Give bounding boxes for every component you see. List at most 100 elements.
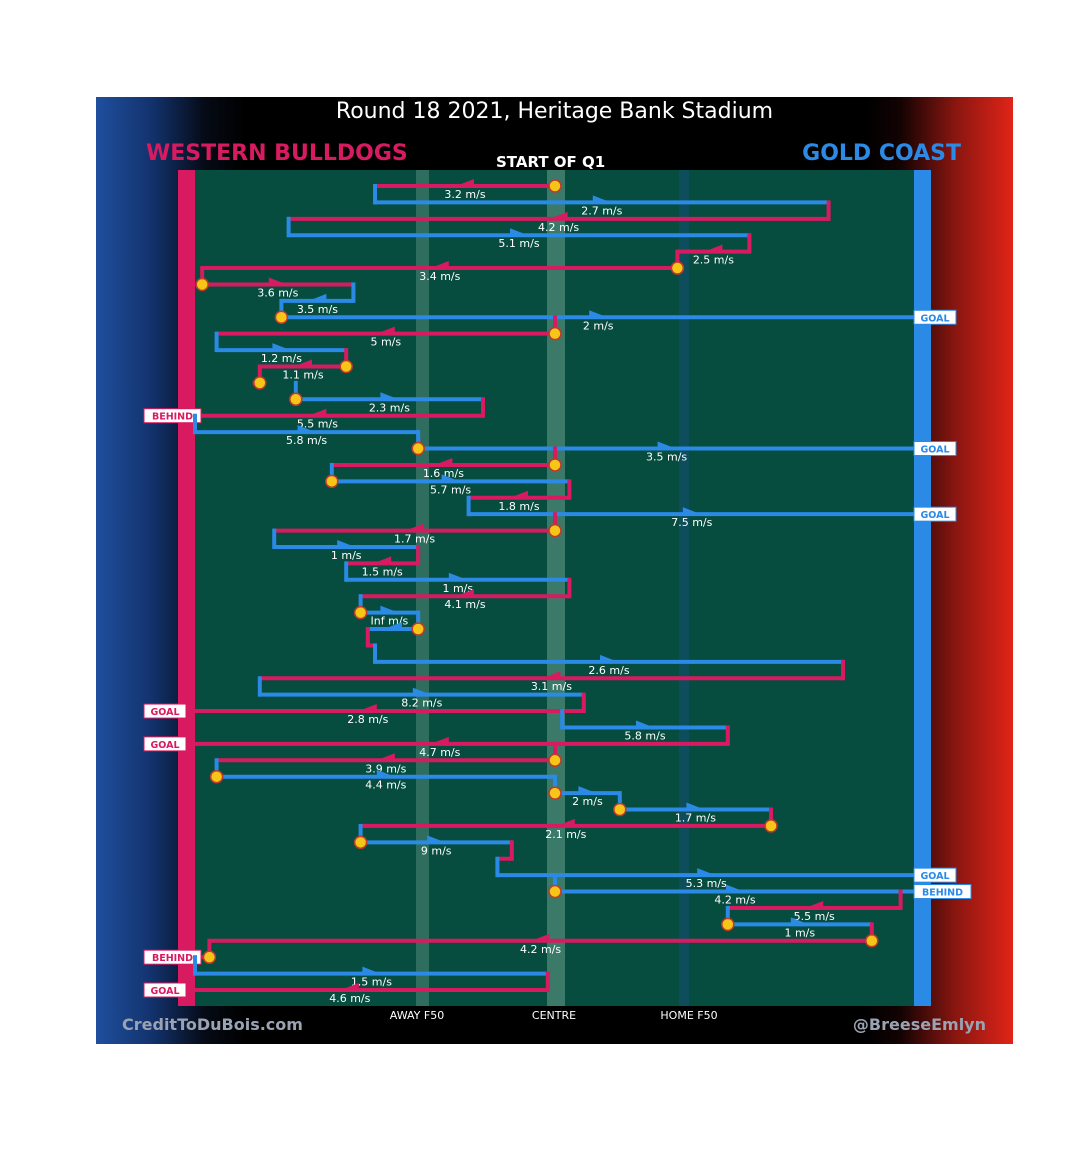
speed-label: 8.2 m/s — [401, 697, 442, 710]
speed-label: 2.1 m/s — [545, 828, 586, 841]
outcome-label: GOAL — [150, 740, 179, 751]
speed-label: 1 m/s — [442, 582, 473, 595]
possession-chain: 5.8 m/s — [560, 709, 728, 742]
speed-label: 1.7 m/s — [675, 812, 716, 825]
speed-label: 1.5 m/s — [351, 976, 392, 989]
direction-arrow — [456, 179, 474, 186]
stoppage-marker — [548, 753, 562, 768]
credit-right: @BreeseEmlyn — [852, 1015, 986, 1034]
direction-arrow — [448, 572, 467, 580]
away-f50-line — [416, 170, 429, 1006]
stoppage-marker — [202, 950, 217, 964]
possession-chain: 3.5 m/s GOAL — [411, 430, 957, 464]
possession-chain: 1.6 m/s — [331, 446, 562, 480]
direction-arrow — [430, 736, 449, 744]
direction-arrow — [297, 425, 316, 433]
direction-arrow — [510, 490, 528, 498]
direction-arrow — [697, 868, 716, 876]
possession-chain: 5 m/s — [216, 315, 562, 349]
possession-chain: 2.3 m/s — [289, 380, 483, 414]
possession-chain: 1.5 m/s — [346, 544, 421, 578]
direction-arrow — [427, 835, 446, 843]
stoppage-marker — [721, 917, 735, 932]
possession-chain: 3.9 m/s — [216, 741, 562, 775]
direction-arrow — [686, 802, 705, 810]
possession-chain: 5.8 m/s — [193, 413, 419, 447]
right-goal-post — [914, 170, 931, 1006]
speed-label: 4.2 m/s — [538, 221, 579, 234]
outcome-badge — [913, 309, 957, 325]
stoppage-marker — [411, 622, 425, 636]
speed-label: 1.5 m/s — [362, 565, 403, 578]
possession-chain — [497, 840, 514, 861]
direction-arrow — [308, 408, 327, 416]
speed-label: 5.5 m/s — [297, 418, 338, 431]
possession-chain: 1.8 m/s — [468, 479, 572, 513]
stoppage-marker — [548, 786, 562, 800]
stoppage-marker — [325, 474, 339, 489]
stoppage-marker — [548, 458, 562, 472]
stoppage-marker — [289, 392, 303, 407]
speed-label: 4.1 m/s — [444, 598, 485, 611]
possession-chain: 2 m/s GOAL — [274, 298, 957, 332]
speed-label: 5.7 m/s — [430, 483, 471, 496]
speed-label: 1 m/s — [784, 926, 815, 939]
outcome-badge — [143, 736, 187, 752]
direction-arrow — [373, 556, 392, 564]
speed-label: 3.5 m/s — [646, 451, 687, 464]
possession-chain — [367, 610, 425, 636]
direction-arrow — [376, 326, 395, 334]
outcome-badge — [143, 408, 202, 424]
possession-chain: BEHIND — [143, 938, 217, 965]
home-f50-line — [679, 170, 689, 1006]
possession-chain: 3.6 m/s — [195, 266, 354, 299]
speed-label: 1.6 m/s — [423, 467, 464, 480]
speed-label: 1.7 m/s — [394, 533, 435, 546]
direction-arrow — [805, 900, 824, 908]
direction-arrow — [405, 523, 424, 531]
direction-arrow — [600, 654, 618, 662]
outcome-label: GOAL — [920, 445, 949, 456]
speed-label: 2 m/s — [583, 319, 614, 332]
speed-label: 3.2 m/s — [444, 188, 485, 201]
stoppage-marker — [670, 261, 685, 275]
outcome-label: GOAL — [150, 986, 179, 997]
stoppage-marker — [353, 605, 368, 620]
possession-chain: 4.2 m/s — [288, 200, 831, 234]
possession-chain: 2 m/s — [548, 774, 620, 808]
outcome-badge — [913, 884, 972, 900]
stoppage-marker — [253, 376, 267, 390]
speed-label: 5.5 m/s — [794, 910, 835, 923]
speed-label: 3.9 m/s — [365, 762, 406, 775]
possession-chain: 2.1 m/s — [360, 807, 778, 841]
direction-arrow — [726, 884, 744, 892]
direction-arrow — [337, 539, 356, 547]
direction-arrow — [704, 244, 723, 252]
direction-arrow — [592, 195, 611, 203]
speed-label: 2.3 m/s — [369, 401, 410, 414]
possession-chain: 4.2 m/s BEHIND — [548, 873, 972, 907]
direction-arrow — [412, 687, 431, 695]
credit-left: CreditToDuBois.com — [122, 1015, 303, 1034]
direction-arrow — [456, 589, 474, 597]
outcome-label: BEHIND — [922, 888, 963, 899]
chains-layer: 3.2 m/s2.7 m/s4.2 m/s5.1 m/s2.5 m/s3.4 m… — [143, 179, 972, 1005]
possession-chain: 5.5 m/s — [727, 889, 903, 923]
outcome-badge — [143, 982, 187, 998]
stoppage-marker — [195, 277, 209, 292]
possession-chain: 1 m/s — [272, 528, 419, 562]
possession-chain: 1.7 m/s — [613, 791, 771, 825]
outcome-badge — [913, 506, 957, 522]
direction-arrow — [380, 605, 399, 613]
possession-chain: 2.5 m/s — [677, 233, 752, 267]
outcome-badge — [143, 949, 202, 965]
speed-label: 4.4 m/s — [365, 779, 406, 792]
speed-label: 4.2 m/s — [520, 943, 561, 956]
stoppage-marker — [353, 835, 368, 850]
speed-label: 7.5 m/s — [671, 516, 712, 529]
speed-label: 5.8 m/s — [624, 729, 665, 742]
possession-chain: 5.5 m/s BEHIND — [143, 397, 485, 431]
direction-arrow — [636, 720, 654, 728]
speed-label: 2 m/s — [572, 795, 603, 808]
direction-arrow — [556, 818, 575, 826]
